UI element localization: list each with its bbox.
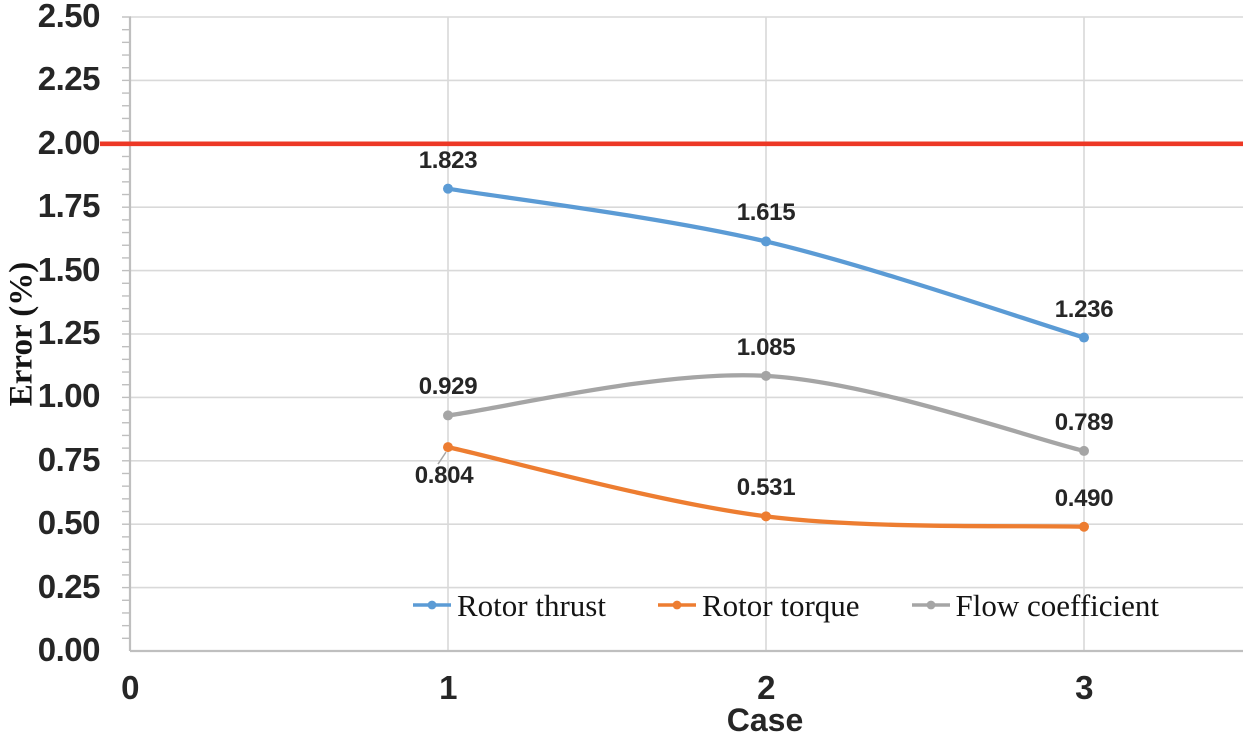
x-tick-label: 0 (121, 669, 139, 706)
x-tick-label: 1 (439, 669, 457, 706)
label-leader-line (437, 451, 447, 465)
y-tick-label: 1.25 (37, 314, 101, 352)
y-tick-label: 0.50 (37, 504, 101, 542)
y-tick-label: 1.50 (37, 250, 101, 288)
x-tick-label: 3 (1075, 669, 1093, 706)
x-tick-label: 2 (757, 669, 775, 706)
data-label: 1.615 (736, 199, 796, 227)
legend-line-marker-icon (413, 600, 451, 610)
y-tick-label: 0.00 (37, 631, 101, 669)
series-marker-flow-coefficient (1079, 445, 1089, 456)
legend-line-marker-icon (911, 600, 950, 610)
data-label: 0.804 (414, 462, 474, 490)
legend-label: Rotor torque (701, 587, 860, 623)
legend: Rotor thrust Rotor torque Flow coefficient (413, 586, 1159, 624)
y-tick-label: 2.00 (37, 124, 101, 162)
legend-item-rotor-thrust: Rotor thrust (413, 590, 606, 621)
series-marker-flow-coefficient (761, 370, 771, 381)
legend-label: Rotor thrust (457, 587, 606, 623)
series-marker-rotor-thrust (761, 236, 771, 247)
legend-label: Flow coefficient (955, 587, 1159, 623)
legend-line-marker-icon (657, 600, 696, 610)
data-label: 1.085 (736, 333, 796, 361)
data-label: 1.823 (418, 146, 478, 174)
x-axis-title: Case (726, 702, 804, 738)
data-label: 0.490 (1054, 484, 1114, 512)
y-tick-label: 2.25 (37, 60, 101, 98)
legend-item-rotor-torque: Rotor torque (657, 587, 860, 623)
y-tick-label: 1.00 (37, 377, 101, 415)
data-label: 0.929 (418, 373, 478, 401)
y-tick-label: 2.50 (37, 0, 101, 35)
y-tick-label: 0.25 (37, 567, 101, 605)
data-label: 1.236 (1054, 295, 1114, 323)
series-marker-rotor-torque (443, 442, 453, 453)
data-label: 0.531 (736, 474, 796, 502)
y-axis-title: Error (%) (3, 261, 40, 407)
series-marker-rotor-thrust (1079, 332, 1089, 343)
y-tick-label: 1.75 (37, 187, 101, 225)
legend-item-flow-coefficient: Flow coefficient (911, 587, 1159, 623)
series-marker-rotor-thrust (443, 183, 453, 194)
y-tick-label: 0.75 (37, 441, 101, 479)
series-marker-rotor-torque (761, 511, 771, 522)
series-marker-flow-coefficient (443, 410, 453, 421)
series-marker-rotor-torque (1079, 521, 1089, 532)
data-label: 0.789 (1054, 408, 1114, 436)
